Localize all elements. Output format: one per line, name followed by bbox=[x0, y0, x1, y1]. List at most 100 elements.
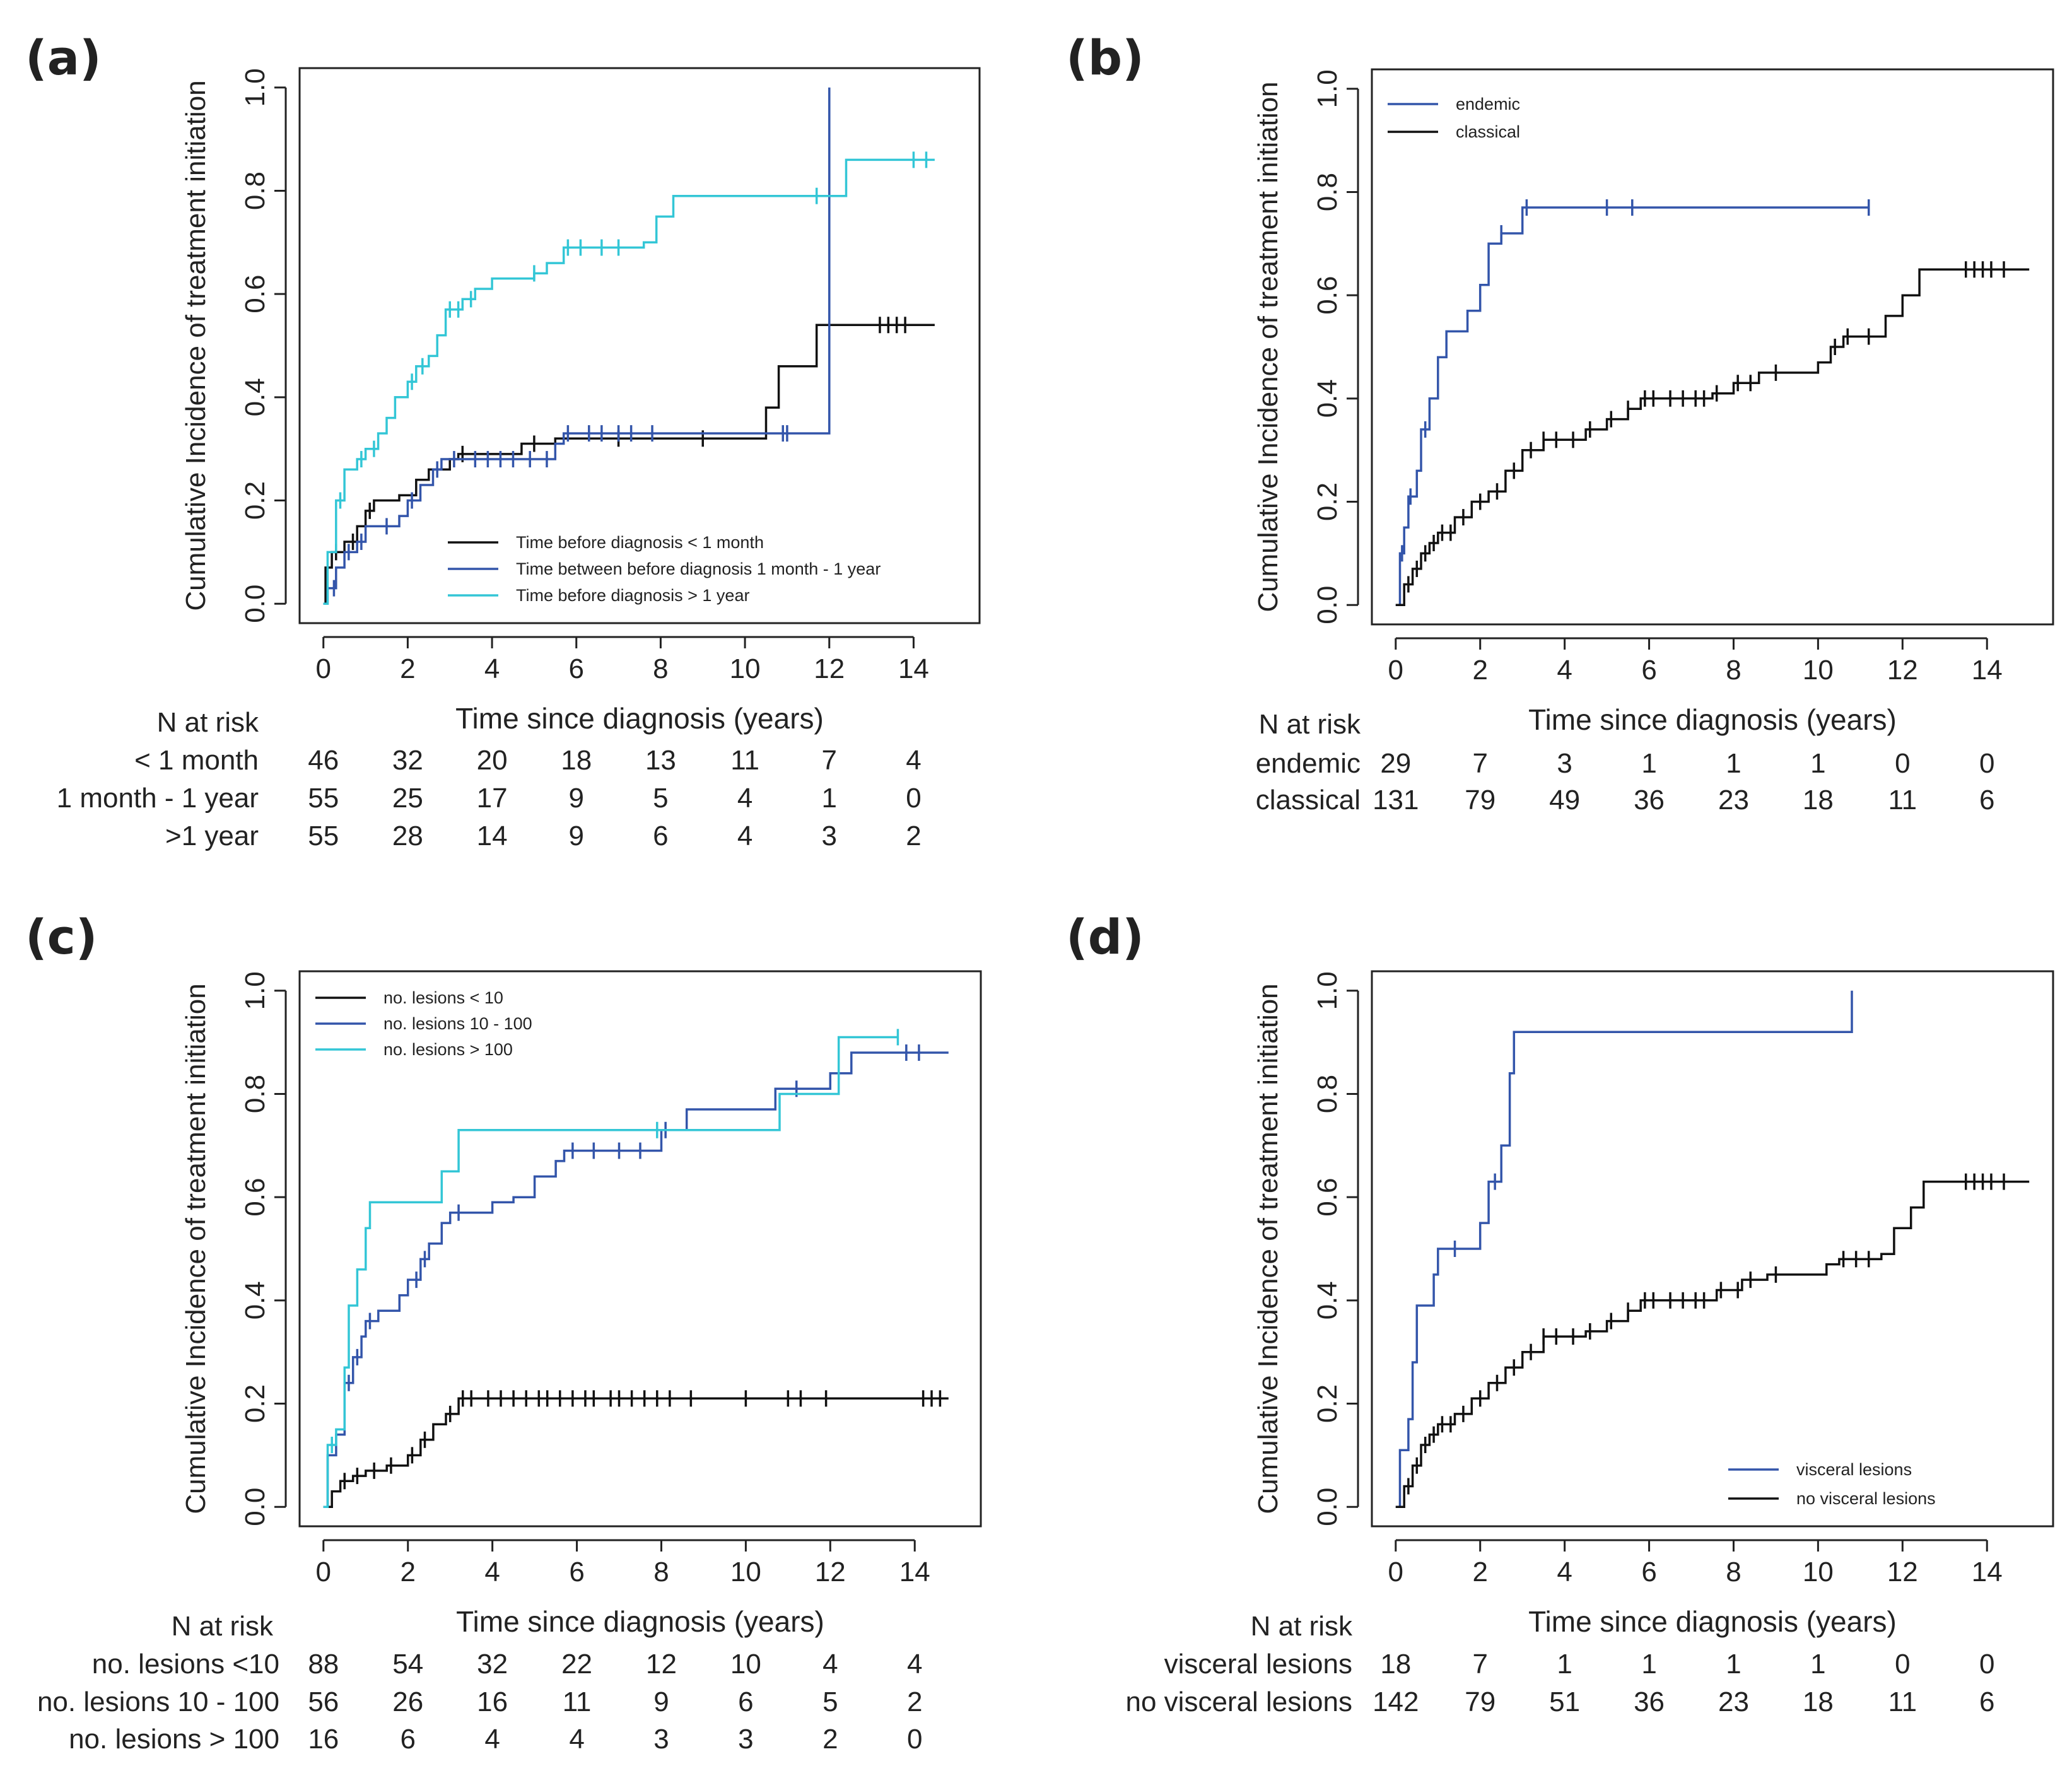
series-line-2 bbox=[323, 1051, 949, 1508]
plot-frame bbox=[1371, 970, 2054, 1528]
x-tick-label: 12 bbox=[1887, 1557, 1918, 1587]
risk-value: 1 bbox=[822, 783, 837, 814]
x-tick-label: 6 bbox=[569, 1557, 584, 1587]
risk-value: 11 bbox=[563, 1686, 592, 1717]
panel-label: (a) bbox=[25, 30, 102, 86]
x-tick-label: 6 bbox=[569, 653, 584, 684]
risk-value: 0 bbox=[1979, 748, 1994, 779]
risk-value: 51 bbox=[1549, 1686, 1580, 1717]
legend-label-2: no. lesions 10 - 100 bbox=[383, 1014, 532, 1033]
legend-label-2: classical bbox=[1456, 122, 1520, 141]
risk-value: 2 bbox=[906, 821, 921, 851]
risk-value: 3 bbox=[822, 821, 837, 851]
risk-value: 11 bbox=[1888, 785, 1917, 815]
risk-table-title: N at risk bbox=[157, 707, 259, 738]
legend-label-1: Time before diagnosis < 1 month bbox=[516, 533, 764, 552]
risk-value: 22 bbox=[561, 1649, 592, 1680]
panel-c: (c) 0 2 4 6 8 10 12 14 Time since diagnosis (year… bbox=[25, 909, 982, 1755]
risk-value: 49 bbox=[1549, 785, 1580, 815]
legend-label-3: no. lesions > 100 bbox=[383, 1040, 513, 1059]
risk-value: 16 bbox=[477, 1686, 508, 1717]
y-axis-title: Cumulative Incidence of treatment initia… bbox=[180, 983, 211, 1514]
x-tick-label: 6 bbox=[1641, 1557, 1656, 1587]
plot-frame bbox=[1371, 68, 2054, 626]
y-tick-label: 0.4 bbox=[240, 378, 271, 416]
risk-value: 0 bbox=[1895, 1649, 1910, 1680]
x-tick-label: 14 bbox=[1972, 1557, 2003, 1587]
risk-table-title: N at risk bbox=[172, 1611, 274, 1642]
risk-value: 18 bbox=[561, 745, 592, 776]
y-tick-label: 0.8 bbox=[1312, 1075, 1343, 1113]
y-tick-label: 0.0 bbox=[240, 585, 271, 623]
y-tick-label: 0.4 bbox=[1312, 379, 1343, 418]
y-tick-label: 0.2 bbox=[1312, 482, 1343, 521]
risk-value: 32 bbox=[477, 1649, 508, 1680]
risk-value: 36 bbox=[1634, 785, 1665, 815]
y-tick-label: 0.8 bbox=[240, 1075, 271, 1113]
y-tick-label: 1.0 bbox=[240, 68, 271, 107]
y-tick-label: 0.2 bbox=[240, 481, 271, 520]
x-tick-label: 8 bbox=[1726, 1557, 1741, 1587]
x-tick-label: 10 bbox=[730, 1557, 761, 1587]
risk-value: 1 bbox=[1641, 748, 1656, 779]
legend-label-1: no. lesions < 10 bbox=[383, 988, 503, 1007]
risk-row-label: no. lesions <10 bbox=[92, 1649, 279, 1680]
x-axis-title: Time since diagnosis (years) bbox=[1528, 1605, 1897, 1638]
legend: endemic classical bbox=[1388, 95, 1520, 141]
series-line-3 bbox=[323, 1036, 898, 1508]
risk-value: 4 bbox=[569, 1724, 584, 1755]
x-tick-label: 0 bbox=[1388, 1557, 1403, 1587]
risk-value: 20 bbox=[477, 745, 508, 776]
risk-value: 26 bbox=[392, 1686, 423, 1717]
risk-row-label: < 1 month bbox=[134, 745, 259, 776]
x-tick-label: 14 bbox=[899, 1557, 930, 1587]
risk-table-title: N at risk bbox=[1251, 1611, 1353, 1642]
risk-value: 18 bbox=[1803, 1686, 1834, 1717]
risk-value: 1 bbox=[1810, 1649, 1825, 1680]
x-tick-label: 4 bbox=[1557, 1557, 1572, 1587]
risk-value: 4 bbox=[484, 1724, 500, 1755]
y-tick-label: 0.8 bbox=[240, 172, 271, 210]
x-tick-label: 0 bbox=[1388, 655, 1403, 686]
risk-row-label: classical bbox=[1256, 785, 1361, 815]
x-tick-label: 4 bbox=[484, 1557, 500, 1587]
risk-value: 0 bbox=[907, 1724, 922, 1755]
risk-value: 32 bbox=[392, 745, 423, 776]
series-line-1 bbox=[1395, 206, 1869, 606]
risk-value: 79 bbox=[1465, 1686, 1495, 1717]
risk-value: 17 bbox=[477, 783, 508, 814]
series-line-2 bbox=[323, 87, 831, 605]
risk-value: 9 bbox=[569, 821, 584, 851]
risk-value: 14 bbox=[477, 821, 508, 851]
risk-value: 6 bbox=[653, 821, 668, 851]
risk-table: N at risk< 1 month 46 32 20 18 13 11 7 41 month … bbox=[57, 707, 922, 851]
series-line-1 bbox=[323, 324, 935, 605]
risk-value: 79 bbox=[1465, 785, 1495, 815]
risk-value: 23 bbox=[1718, 1686, 1749, 1717]
legend-label-1: visceral lesions bbox=[1796, 1460, 1912, 1479]
y-tick-label: 0.4 bbox=[1312, 1281, 1343, 1319]
x-tick-label: 2 bbox=[400, 653, 415, 684]
y-tick-label: 0.6 bbox=[1312, 276, 1343, 315]
risk-value: 0 bbox=[906, 783, 921, 814]
y-tick-label: 0.6 bbox=[240, 275, 271, 313]
risk-value: 28 bbox=[392, 821, 423, 851]
x-tick-label: 8 bbox=[1726, 655, 1741, 686]
x-tick-label: 12 bbox=[815, 1557, 846, 1587]
risk-value: 25 bbox=[392, 783, 423, 814]
risk-row-label: no visceral lesions bbox=[1126, 1686, 1353, 1717]
risk-value: 5 bbox=[653, 783, 668, 814]
risk-value: 1 bbox=[1726, 748, 1741, 779]
x-tick-label: 12 bbox=[1887, 655, 1918, 686]
risk-row-label: no. lesions 10 - 100 bbox=[37, 1686, 279, 1717]
risk-value: 36 bbox=[1634, 1686, 1665, 1717]
risk-value: 131 bbox=[1373, 785, 1419, 815]
y-tick-label: 0.0 bbox=[1312, 1488, 1343, 1526]
risk-value: 0 bbox=[1895, 748, 1910, 779]
risk-value: 1 bbox=[1557, 1649, 1572, 1680]
x-tick-label: 2 bbox=[1472, 655, 1487, 686]
series-line-1 bbox=[1395, 990, 1853, 1508]
x-tick-label: 0 bbox=[316, 1557, 331, 1587]
